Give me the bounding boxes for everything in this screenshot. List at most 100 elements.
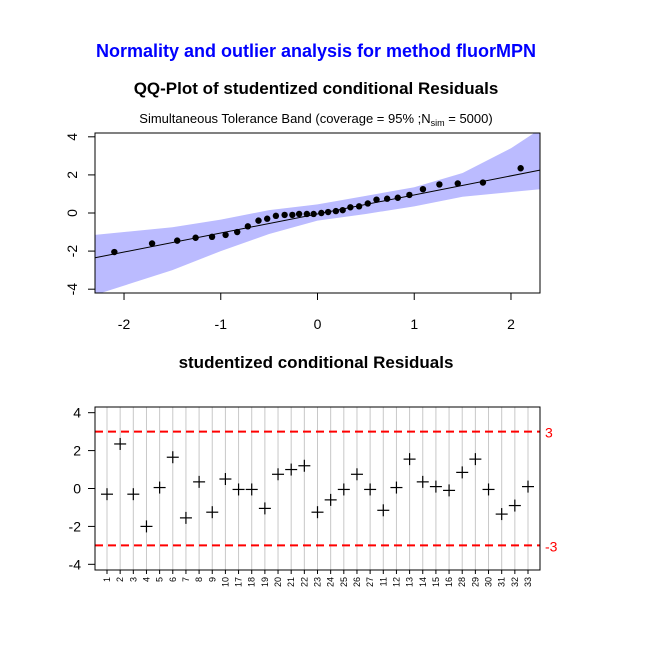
residual-x-tick-label: 3: [128, 577, 138, 582]
residual-point: [298, 459, 311, 472]
residual-x-tick-label: 5: [155, 577, 165, 582]
qq-title: QQ-Plot of studentized conditional Resid…: [134, 79, 499, 98]
residual-point: [416, 475, 429, 488]
residual-x-tick-label: 26: [352, 577, 362, 587]
residual-x-tick-label: 8: [194, 577, 204, 582]
residual-point: [429, 480, 442, 493]
residual-point: [140, 520, 153, 533]
residual-x-axis: 1 2 3 4 5 6 7 8 9 10 17 18 19 20 21 22 23 24 25 26 27 11 12 13 1…: [102, 570, 533, 587]
residual-x-tick-label: 6: [168, 577, 178, 582]
residual-point: [206, 506, 219, 519]
qq-reference-line: [95, 169, 540, 259]
residual-thresholds: 3 -3: [95, 425, 558, 554]
residual-x-tick-label: 32: [510, 577, 520, 587]
qq-point: [174, 237, 181, 244]
residual-point: [179, 511, 192, 524]
residual-point: [482, 483, 495, 496]
qq-point: [222, 231, 229, 239]
qq-point: [419, 185, 427, 193]
residual-point: [508, 499, 521, 512]
qq-point: [364, 200, 372, 207]
residual-title: studentized conditional Residuals: [179, 353, 454, 372]
residual-point: [166, 451, 179, 464]
qq-point: [454, 180, 461, 187]
qq-point: [244, 223, 252, 230]
qq-point: [310, 210, 317, 218]
qq-point: [148, 240, 156, 247]
qq-y-tick-label: -2: [64, 245, 80, 258]
qq-x-tick-label: -2: [118, 316, 131, 332]
residual-x-tick-label: 17: [234, 577, 244, 587]
qq-y-tick-label: -4: [64, 283, 80, 296]
residual-x-tick-label: 30: [484, 577, 494, 587]
residual-x-tick-label: 21: [286, 577, 296, 587]
qq-point: [234, 228, 241, 236]
qq-point: [373, 196, 380, 203]
residual-y-axis: 4 2 0 -2 -4: [69, 405, 95, 572]
residual-point: [285, 463, 298, 476]
qq-point: [192, 234, 199, 241]
residual-point: [522, 480, 534, 493]
residual-point: [364, 483, 377, 496]
residual-x-tick-label: 19: [260, 577, 270, 587]
qq-point: [383, 195, 391, 202]
residual-point: [311, 506, 324, 519]
qq-x-tick-label: 2: [507, 316, 515, 332]
qq-point: [394, 194, 401, 201]
qq-point: [295, 210, 303, 218]
residual-x-tick-label: 18: [247, 577, 257, 587]
residual-points: [101, 437, 534, 533]
residual-x-tick-label: 29: [470, 577, 480, 587]
residual-point: [219, 473, 232, 486]
qq-points: [111, 165, 524, 256]
residual-x-tick-label: 16: [444, 577, 454, 587]
residual-x-tick-label: 14: [418, 577, 428, 587]
residual-point: [193, 475, 206, 488]
residual-y-tick-label: -2: [69, 518, 82, 534]
residual-x-tick-label: 31: [497, 577, 507, 587]
residual-x-tick-label: 12: [391, 577, 401, 587]
qq-point: [332, 207, 340, 215]
residual-x-tick-label: 2: [115, 577, 125, 582]
qq-x-tick-label: -1: [215, 316, 228, 332]
residual-x-tick-label: 4: [141, 577, 151, 582]
residual-point: [258, 502, 271, 515]
qq-y-tick-label: 2: [64, 171, 80, 179]
qq-point: [339, 206, 346, 214]
qq-point: [303, 210, 311, 218]
residual-point: [337, 483, 350, 496]
residual-y-tick-label: 4: [73, 405, 81, 421]
qq-subtitle-suffix: = 5000): [445, 111, 493, 126]
qq-point: [517, 165, 524, 172]
residual-x-tick-label: 22: [299, 577, 309, 587]
qq-y-tick-label: 4: [64, 133, 80, 141]
residual-y-tick-label: 0: [73, 481, 81, 497]
qq-point: [479, 179, 487, 186]
qq-point: [318, 209, 325, 217]
qq-point: [355, 203, 363, 210]
residual-x-tick-label: 13: [405, 577, 415, 587]
qq-point: [289, 211, 296, 219]
residual-x-tick-label: 33: [523, 577, 533, 587]
residual-x-tick-label: 10: [220, 577, 230, 587]
residual-x-tick-label: 23: [313, 577, 323, 587]
residual-point: [390, 481, 403, 494]
residual-x-tick-label: 7: [181, 577, 191, 582]
residual-x-tick-label: 27: [365, 577, 375, 587]
residual-point: [350, 468, 363, 481]
residual-gridlines: [106, 407, 529, 570]
residual-x-tick-label: 15: [431, 577, 441, 587]
qq-point: [436, 181, 443, 188]
residual-x-tick-label: 11: [378, 577, 388, 586]
qq-y-axis: 4 2 0 -2 -4: [64, 133, 95, 296]
residual-point: [324, 493, 337, 506]
qq-point: [208, 233, 216, 241]
qq-point: [406, 191, 413, 199]
residual-point: [101, 488, 113, 501]
qq-plot: QQ-Plot of studentized conditional Resid…: [64, 79, 541, 332]
qq-point: [111, 248, 118, 256]
residual-x-tick-label: 9: [207, 577, 217, 582]
residual-point: [153, 481, 166, 494]
